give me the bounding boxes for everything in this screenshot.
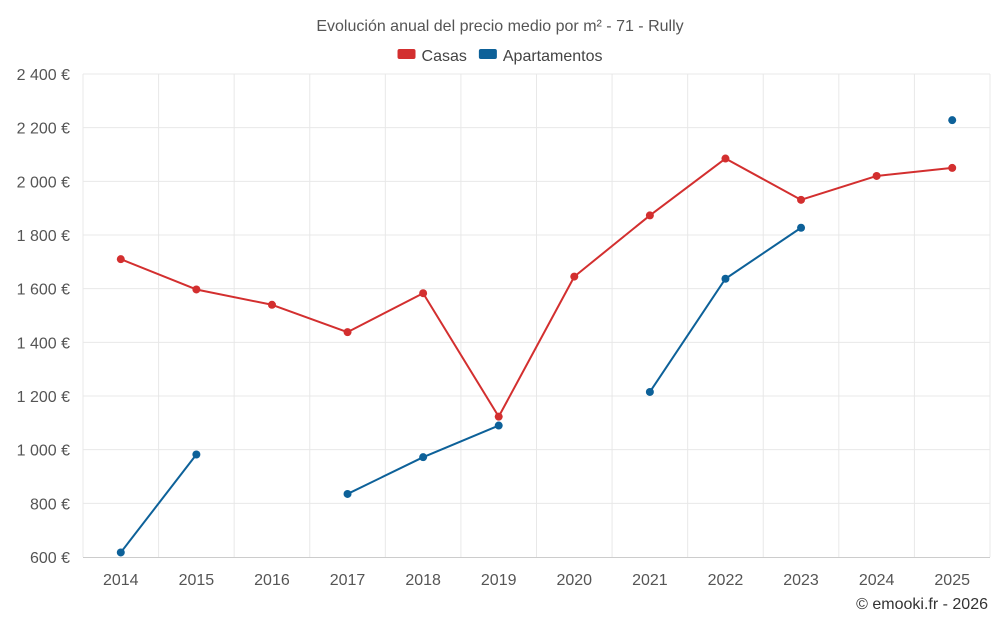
series-line-segment <box>119 453 198 554</box>
x-tick-label: 2015 <box>179 572 215 589</box>
data-point[interactable] <box>721 154 730 163</box>
y-tick-label: 1 400 € <box>17 335 70 352</box>
data-point[interactable] <box>948 163 957 172</box>
x-tick-label: 2023 <box>783 572 819 589</box>
x-tick-label: 2019 <box>481 572 517 589</box>
data-point[interactable] <box>872 171 881 180</box>
data-point[interactable] <box>721 274 730 283</box>
y-tick-label: 2 200 € <box>17 121 70 138</box>
data-point[interactable] <box>494 421 503 430</box>
x-tick-label: 2020 <box>556 572 592 589</box>
series-casas <box>116 154 957 421</box>
legend-swatch <box>397 49 416 59</box>
data-point[interactable] <box>343 489 352 498</box>
y-tick-label: 1 600 € <box>17 282 70 299</box>
y-axis-ticks: 600 € 800 € 1 000 € 1 200 € 1 400 € 1 600 € 1 … <box>17 67 70 567</box>
x-tick-label: 2018 <box>405 572 441 589</box>
x-tick-label: 2017 <box>330 572 366 589</box>
y-tick-label: 1 000 € <box>17 443 70 460</box>
data-point[interactable] <box>267 300 276 309</box>
x-axis-ticks: 2014 2015 2016 2017 2018 2019 2020 2021 2022 2023… <box>103 572 970 589</box>
data-point[interactable] <box>419 453 428 462</box>
y-tick-label: 1 800 € <box>17 228 70 245</box>
x-tick-label: 2024 <box>859 572 895 589</box>
legend-label: Apartamentos <box>503 48 603 65</box>
credit-text: © emooki.fr - 2026 <box>856 596 988 613</box>
chart-title: Evolución anual del precio medio por m² … <box>316 18 683 35</box>
data-point[interactable] <box>116 548 125 557</box>
series-apartamentos <box>116 116 957 557</box>
x-tick-label: 2025 <box>934 572 970 589</box>
data-point[interactable] <box>116 255 125 264</box>
legend-item-apartamentos[interactable]: Apartamentos <box>478 48 603 65</box>
data-point[interactable] <box>948 116 957 125</box>
data-point[interactable] <box>797 195 806 204</box>
series-line-segment <box>120 157 953 418</box>
legend-swatch <box>478 49 497 59</box>
data-point[interactable] <box>494 412 503 421</box>
legend-label: Casas <box>422 48 467 65</box>
y-tick-label: 600 € <box>30 550 70 567</box>
data-point[interactable] <box>645 211 654 220</box>
x-tick-label: 2021 <box>632 572 668 589</box>
data-point[interactable] <box>645 387 654 396</box>
data-point[interactable] <box>419 289 428 298</box>
data-point[interactable] <box>570 272 579 281</box>
series-line-segment <box>649 226 802 393</box>
y-tick-label: 800 € <box>30 496 70 513</box>
x-tick-label: 2016 <box>254 572 290 589</box>
gridlines <box>82 73 991 557</box>
y-tick-label: 1 200 € <box>17 389 70 406</box>
x-tick-label: 2022 <box>708 572 744 589</box>
y-tick-label: 2 400 € <box>17 67 70 84</box>
data-point[interactable] <box>192 450 201 459</box>
x-tick-label: 2014 <box>103 572 139 589</box>
series-group <box>116 116 957 557</box>
data-point[interactable] <box>192 285 201 294</box>
legend: Casas Apartamentos <box>397 48 603 65</box>
data-point[interactable] <box>797 223 806 232</box>
y-tick-label: 2 000 € <box>17 174 70 191</box>
legend-item-casas[interactable]: Casas <box>397 48 467 65</box>
data-point[interactable] <box>343 328 352 337</box>
